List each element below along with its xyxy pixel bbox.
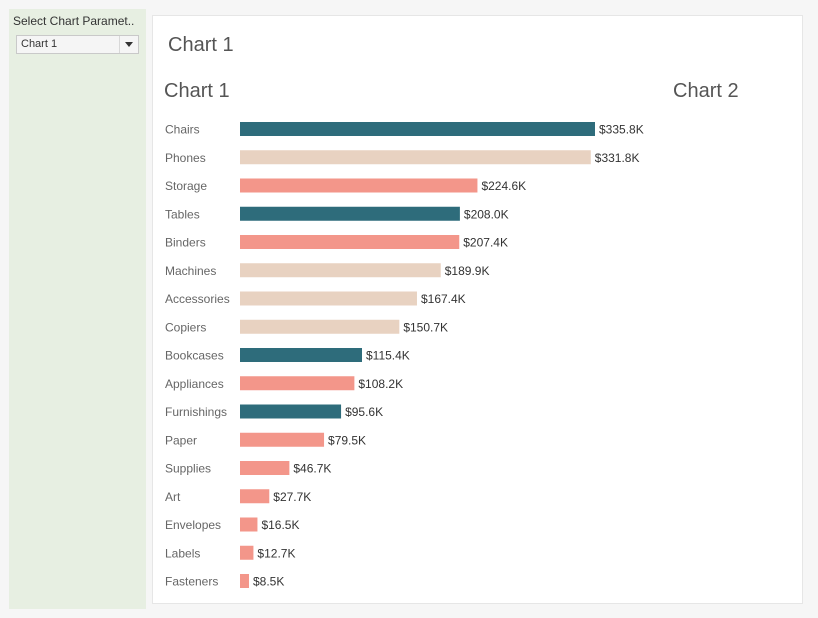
bar[interactable]: [240, 263, 441, 278]
chart-2-title: Chart 2: [673, 80, 739, 102]
bar[interactable]: [240, 348, 362, 362]
category-label: Accessories: [165, 292, 230, 306]
category-label: Bookcases: [165, 349, 224, 363]
chart-parameter-select-value: Chart 1: [21, 38, 58, 50]
bar[interactable]: [240, 461, 290, 475]
category-label: Labels: [165, 546, 200, 560]
bar[interactable]: [240, 178, 478, 193]
category-label: Machines: [165, 264, 216, 278]
bar[interactable]: [240, 432, 325, 447]
value-label: $150.7K: [403, 320, 448, 334]
value-label: $207.4K: [463, 236, 508, 250]
bar[interactable]: [240, 574, 249, 588]
value-label: $16.5K: [261, 518, 299, 532]
value-label: $167.4K: [421, 292, 466, 306]
bar[interactable]: [240, 206, 460, 221]
category-label: Phones: [165, 151, 206, 165]
value-label: $335.8K: [599, 123, 644, 137]
bar[interactable]: [240, 291, 417, 306]
value-label: $224.6K: [481, 179, 526, 193]
value-label: $12.7K: [257, 546, 295, 560]
value-label: $189.9K: [445, 264, 490, 278]
value-label: $8.5K: [253, 575, 284, 589]
bar[interactable]: [240, 545, 254, 560]
category-label: Art: [165, 490, 181, 504]
parameter-panel: Select Chart Paramet.. Chart 1: [9, 9, 146, 609]
category-label: Copiers: [165, 320, 206, 334]
category-label: Storage: [165, 179, 207, 193]
category-label: Binders: [165, 236, 206, 250]
value-label: $27.7K: [273, 490, 311, 504]
bar[interactable]: [240, 235, 460, 249]
category-label: Envelopes: [165, 518, 221, 532]
bar[interactable]: [240, 122, 595, 136]
category-label: Tables: [165, 207, 200, 221]
category-label: Furnishings: [165, 405, 227, 419]
category-label: Supplies: [165, 462, 211, 476]
category-label: Paper: [165, 433, 197, 447]
value-label: $95.6K: [345, 405, 383, 419]
value-label: $331.8K: [595, 151, 640, 165]
chart-1-title: Chart 1: [164, 80, 230, 102]
value-label: $108.2K: [358, 377, 403, 391]
value-label: $79.5K: [328, 433, 366, 447]
chevron-down-icon[interactable]: [119, 36, 138, 53]
category-label: Fasteners: [165, 575, 218, 589]
category-label: Appliances: [165, 377, 224, 391]
value-label: $115.4K: [366, 349, 410, 363]
category-label: Chairs: [165, 123, 200, 137]
value-label: $46.7K: [293, 462, 331, 476]
parameter-title: Select Chart Paramet..: [13, 14, 135, 28]
dashboard-area: Chart 1 Chart 1 Chart 2 Chairs $335.8K Pho…: [152, 15, 803, 604]
dashboard-title: Chart 1: [168, 34, 234, 56]
value-label: $208.0K: [464, 207, 509, 221]
bar[interactable]: [240, 404, 342, 419]
bar[interactable]: [240, 319, 400, 334]
bar[interactable]: [240, 489, 270, 504]
bar-chart: Chairs $335.8K Phones $331.8K Storage $224.6K…: [165, 122, 644, 589]
bar[interactable]: [240, 517, 258, 532]
chart-parameter-select[interactable]: Chart 1: [16, 35, 139, 54]
bar[interactable]: [240, 150, 591, 165]
bar[interactable]: [240, 376, 355, 391]
